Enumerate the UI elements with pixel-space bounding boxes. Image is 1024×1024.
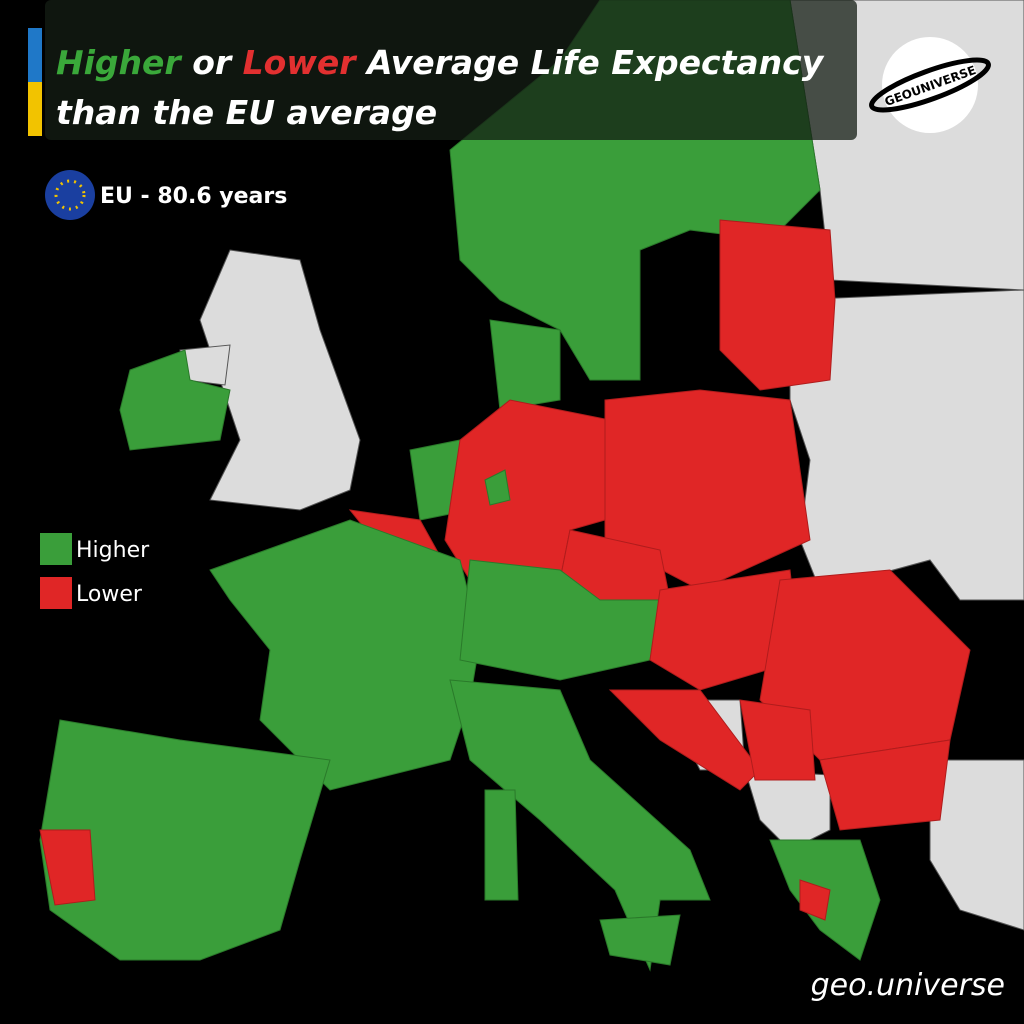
non-eu-turkey [929,759,1024,931]
hungary-slovakia [649,569,801,691]
legend-label: Higher [76,538,150,563]
eu-flag [45,170,95,220]
eu-stars [54,179,86,211]
greece-red [799,879,831,921]
title-line2: than the EU average [56,93,437,132]
germany-green [484,469,511,506]
iberia [39,719,331,961]
serbia [739,699,816,781]
france [209,519,481,791]
portugal-red [39,829,96,906]
sicily [599,914,681,966]
eu-average: EU - 80.6 years [100,184,287,209]
title-line1: Higher or Lower Average Life Expectancy [56,43,825,82]
italy [449,679,711,972]
title-higher: Higher [56,43,182,82]
sardinia [484,789,519,901]
croatia [608,689,761,791]
flag-blue [28,28,42,82]
watermark: geo.universe [811,968,1005,1003]
title-rest: Average Life Expectancy [364,43,825,82]
legend: Higher Lower [40,533,150,609]
logo-ring [869,57,991,113]
baltics [719,219,836,391]
legend-swatch [40,577,72,609]
title-or: or [192,43,233,82]
denmark [489,319,561,411]
ireland [119,349,231,451]
bulgaria [819,739,951,831]
title-lower: Lower [243,43,358,82]
legend-swatch [40,533,72,565]
flag-yellow [28,82,42,136]
legend-label: Lower [76,582,143,607]
title-box [45,0,857,140]
